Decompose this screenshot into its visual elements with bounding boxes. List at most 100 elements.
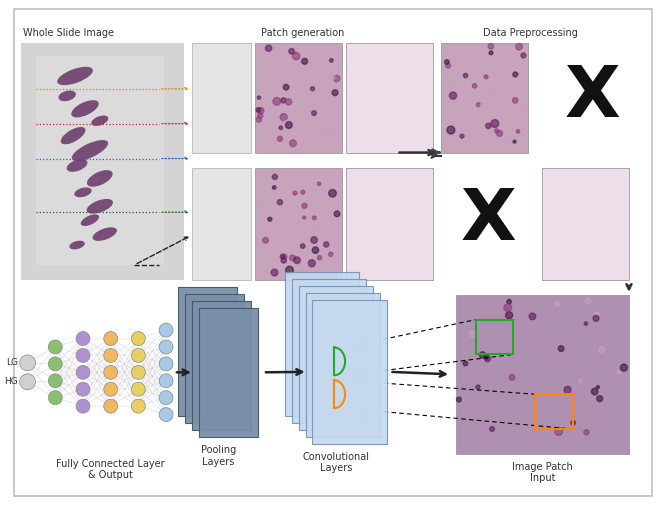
- Circle shape: [334, 211, 340, 217]
- Bar: [346, 43, 433, 153]
- Text: Whole Slide Image: Whole Slide Image: [22, 28, 114, 38]
- Bar: [255, 43, 342, 153]
- Circle shape: [512, 97, 518, 103]
- Circle shape: [48, 391, 62, 405]
- Bar: [441, 43, 528, 153]
- Circle shape: [303, 216, 306, 219]
- Circle shape: [159, 340, 173, 354]
- Circle shape: [311, 232, 315, 235]
- Circle shape: [159, 408, 173, 422]
- Circle shape: [270, 135, 274, 139]
- Ellipse shape: [74, 187, 92, 197]
- Bar: [20, 43, 184, 280]
- Circle shape: [284, 84, 289, 90]
- Circle shape: [489, 51, 493, 55]
- Circle shape: [520, 64, 524, 67]
- Circle shape: [312, 247, 319, 254]
- Circle shape: [486, 85, 494, 92]
- Circle shape: [280, 254, 285, 259]
- Circle shape: [104, 348, 118, 363]
- Circle shape: [273, 97, 281, 105]
- Circle shape: [571, 421, 576, 425]
- Bar: [185, 294, 244, 423]
- Circle shape: [555, 427, 563, 435]
- Circle shape: [104, 382, 118, 396]
- Circle shape: [308, 260, 315, 267]
- Bar: [285, 272, 359, 416]
- Ellipse shape: [91, 116, 108, 126]
- Circle shape: [159, 374, 173, 388]
- Bar: [313, 300, 387, 444]
- Circle shape: [599, 346, 605, 352]
- Circle shape: [312, 111, 317, 116]
- Text: X: X: [461, 186, 516, 255]
- Circle shape: [272, 186, 276, 189]
- Circle shape: [310, 225, 317, 232]
- Circle shape: [504, 304, 512, 312]
- Circle shape: [257, 96, 260, 99]
- Circle shape: [262, 237, 268, 243]
- Circle shape: [488, 43, 494, 49]
- Circle shape: [256, 108, 260, 112]
- Bar: [305, 293, 379, 437]
- Circle shape: [159, 391, 173, 405]
- Circle shape: [447, 126, 455, 134]
- Circle shape: [473, 84, 477, 88]
- Circle shape: [104, 366, 118, 379]
- Circle shape: [521, 53, 526, 58]
- Circle shape: [617, 371, 621, 374]
- Ellipse shape: [58, 67, 93, 85]
- Circle shape: [76, 366, 90, 379]
- Circle shape: [460, 134, 464, 138]
- Circle shape: [277, 199, 282, 205]
- Circle shape: [290, 255, 295, 261]
- Circle shape: [104, 332, 118, 345]
- Circle shape: [555, 301, 560, 306]
- Circle shape: [329, 59, 333, 62]
- Text: Fully Connected Layer
& Output: Fully Connected Layer & Output: [56, 459, 165, 480]
- Circle shape: [449, 83, 455, 88]
- Circle shape: [332, 90, 338, 95]
- Circle shape: [317, 182, 321, 185]
- Circle shape: [486, 123, 491, 129]
- Text: LG: LG: [6, 359, 18, 368]
- Circle shape: [593, 315, 599, 321]
- Circle shape: [621, 364, 627, 371]
- Bar: [346, 169, 433, 280]
- Circle shape: [517, 76, 522, 81]
- Text: HG: HG: [4, 377, 18, 386]
- Circle shape: [477, 103, 481, 107]
- Circle shape: [509, 374, 515, 380]
- Circle shape: [494, 129, 499, 133]
- Circle shape: [20, 374, 36, 390]
- Circle shape: [595, 312, 599, 316]
- Circle shape: [480, 103, 488, 110]
- Bar: [476, 320, 513, 355]
- Circle shape: [272, 174, 278, 179]
- Circle shape: [317, 256, 322, 260]
- Circle shape: [301, 244, 305, 248]
- Text: Patch generation: Patch generation: [261, 28, 344, 38]
- Circle shape: [597, 396, 603, 401]
- Circle shape: [508, 134, 516, 142]
- Bar: [178, 287, 237, 416]
- Bar: [199, 308, 258, 437]
- Circle shape: [496, 130, 502, 136]
- Bar: [36, 56, 164, 265]
- Circle shape: [584, 430, 589, 435]
- Text: X: X: [564, 63, 620, 132]
- Circle shape: [258, 108, 264, 114]
- Circle shape: [463, 73, 468, 78]
- Circle shape: [266, 45, 272, 52]
- Circle shape: [293, 191, 297, 195]
- Circle shape: [449, 92, 457, 99]
- Ellipse shape: [87, 199, 113, 214]
- Circle shape: [76, 348, 90, 363]
- Circle shape: [325, 128, 332, 135]
- Circle shape: [132, 382, 145, 396]
- Circle shape: [282, 254, 287, 259]
- Circle shape: [290, 119, 293, 122]
- Circle shape: [445, 60, 449, 64]
- Circle shape: [271, 269, 278, 276]
- Circle shape: [301, 190, 305, 194]
